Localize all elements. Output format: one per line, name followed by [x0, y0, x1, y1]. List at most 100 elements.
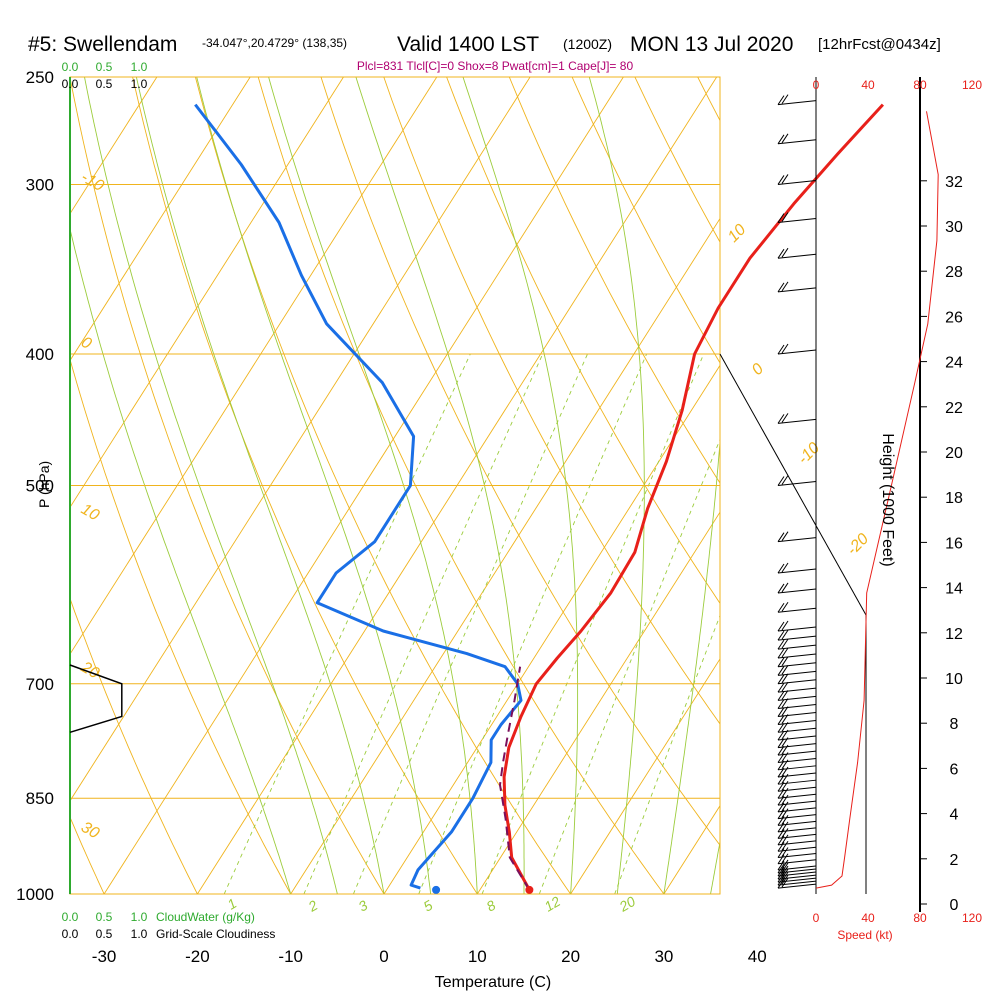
wind-barb-shaft	[777, 679, 817, 685]
wind-barb-feather	[781, 840, 789, 851]
thermo-clip-group	[70, 77, 720, 894]
moist-adiabat-line	[588, 77, 645, 894]
mixing-ratio-label: 2	[305, 897, 321, 915]
dry-adiabat-line	[70, 597, 198, 894]
wind-barb	[777, 94, 817, 106]
temperature-tick-label: -20	[185, 947, 210, 966]
wind-barb-feather	[781, 859, 789, 870]
moist-adiabat-line	[462, 77, 579, 894]
temperature-tick-label: 10	[468, 947, 487, 966]
height-tick-label: 0	[950, 897, 959, 914]
dry-adiabat-line	[257, 77, 665, 894]
wind-barb-shaft	[777, 765, 817, 771]
wind-barb	[777, 862, 817, 874]
temperature-tick-label: 0	[379, 947, 388, 966]
wind-barb-feather	[777, 175, 785, 185]
cloud-water-tick-top: 0.5	[96, 60, 113, 74]
wind-barb-shaft	[777, 704, 817, 710]
wind-barb-shaft	[777, 871, 817, 877]
wind-barb-feather	[781, 808, 789, 818]
wind-barb-shaft	[777, 880, 817, 886]
wind-barb-shaft	[777, 877, 817, 883]
wind-barb	[777, 647, 817, 659]
height-tick-label: 8	[950, 716, 959, 733]
wind-barb-feather	[781, 475, 789, 485]
wind-barb-feather	[781, 601, 789, 612]
temperature-tick-label: 30	[654, 947, 673, 966]
wind-barb-feather	[781, 874, 789, 885]
wind-barb	[777, 475, 817, 486]
wind-barb-feather	[777, 863, 785, 874]
wind-barb-feather	[777, 722, 785, 733]
mixing-ratio-line	[352, 353, 588, 894]
wind-barb	[777, 656, 817, 668]
x-axis-label: Temperature (C)	[435, 974, 551, 991]
wind-barb-shaft	[777, 588, 817, 594]
moist-adiabat-line	[268, 77, 478, 894]
wind-barb-feather	[781, 620, 789, 631]
height-tick-label: 14	[945, 581, 963, 598]
cloud-panel: 0.0 0.0 0.0 0.0 0.5 0.5 0.5 0.5 1.0 1.0 1.0 1.0	[62, 60, 148, 941]
wind-barb-feather	[781, 871, 789, 882]
wind-barb-feather	[781, 877, 789, 888]
wind-barb-feather	[781, 174, 789, 184]
wind-barb-shaft	[777, 786, 817, 792]
wind-barb-feather	[781, 690, 789, 700]
wind-barb	[777, 620, 817, 632]
mixing-ratio-line	[303, 353, 544, 894]
surface-dewpoint-dot	[432, 885, 441, 894]
wind-barb-feather	[777, 344, 785, 355]
wind-barb	[777, 874, 817, 886]
valid-utc: (1200Z)	[563, 36, 612, 52]
dewpoint-trace	[194, 103, 523, 890]
wind-barb-shaft	[777, 735, 817, 741]
wind-barb-feather	[777, 602, 785, 613]
wind-barb-feather	[777, 414, 785, 424]
temperature-trace	[502, 103, 885, 891]
wind-barb-shaft	[777, 833, 817, 839]
wind-barb-shaft	[777, 253, 817, 259]
parcel-trace	[499, 666, 531, 891]
wind-barb	[777, 247, 817, 259]
wind-barb-feather	[777, 854, 785, 865]
height-tick-label: 32	[945, 174, 963, 191]
wind-barb-feather	[777, 648, 785, 659]
wind-barb-feather	[777, 872, 785, 883]
wind-barb-feather	[777, 841, 785, 852]
wind-barb-feather	[781, 801, 789, 812]
wind-barb-feather	[777, 860, 785, 871]
wind-barb-feather	[781, 656, 789, 666]
wind-barb-shaft	[777, 287, 817, 293]
wind-barb-shaft	[777, 883, 817, 889]
mixing-ratio-label: 5	[421, 897, 436, 915]
dry-adiabat-label: -20	[844, 530, 872, 558]
wind-barb-feather	[781, 281, 789, 292]
cloud-water-tick-top: 1.0	[131, 60, 148, 74]
mixing-ratio-label: 8	[484, 897, 499, 915]
station-coords: -34.047°,20.4729° (138,35)	[202, 36, 347, 50]
speed-tick-top: 0	[813, 78, 820, 92]
wind-barb-feather	[781, 133, 789, 144]
wind-barb-feather	[777, 583, 785, 594]
wind-barb	[777, 690, 817, 701]
wind-barb	[777, 413, 817, 424]
pressure-tick-label: 300	[26, 175, 54, 194]
moist-adiabat-line	[135, 77, 385, 894]
cloudiness-tick-top: 0.5	[96, 77, 113, 91]
wind-barb	[777, 859, 817, 871]
wind-barb	[777, 877, 817, 889]
wind-barb-feather	[777, 715, 785, 725]
wind-barb-shaft	[777, 217, 817, 223]
wind-barb	[777, 834, 817, 846]
valid-date: MON 13 Jul 2020	[630, 33, 793, 56]
dry-adiabat-line	[571, 77, 720, 364]
pressure-tick-label: 500	[26, 477, 54, 496]
wind-barb-shaft	[777, 750, 817, 756]
moist-adiabat-line	[710, 839, 720, 894]
wind-barb-feather	[777, 621, 785, 632]
wind-barb	[777, 871, 817, 883]
stability-indices: Plcl=831 Tlcl[C]=0 Shox=8 Pwat[cm]=1 Cap…	[357, 59, 634, 73]
speed-tick-bottom: 120	[962, 911, 982, 925]
wind-barb-shaft	[777, 537, 817, 543]
speed-tick-top: 40	[861, 78, 875, 92]
